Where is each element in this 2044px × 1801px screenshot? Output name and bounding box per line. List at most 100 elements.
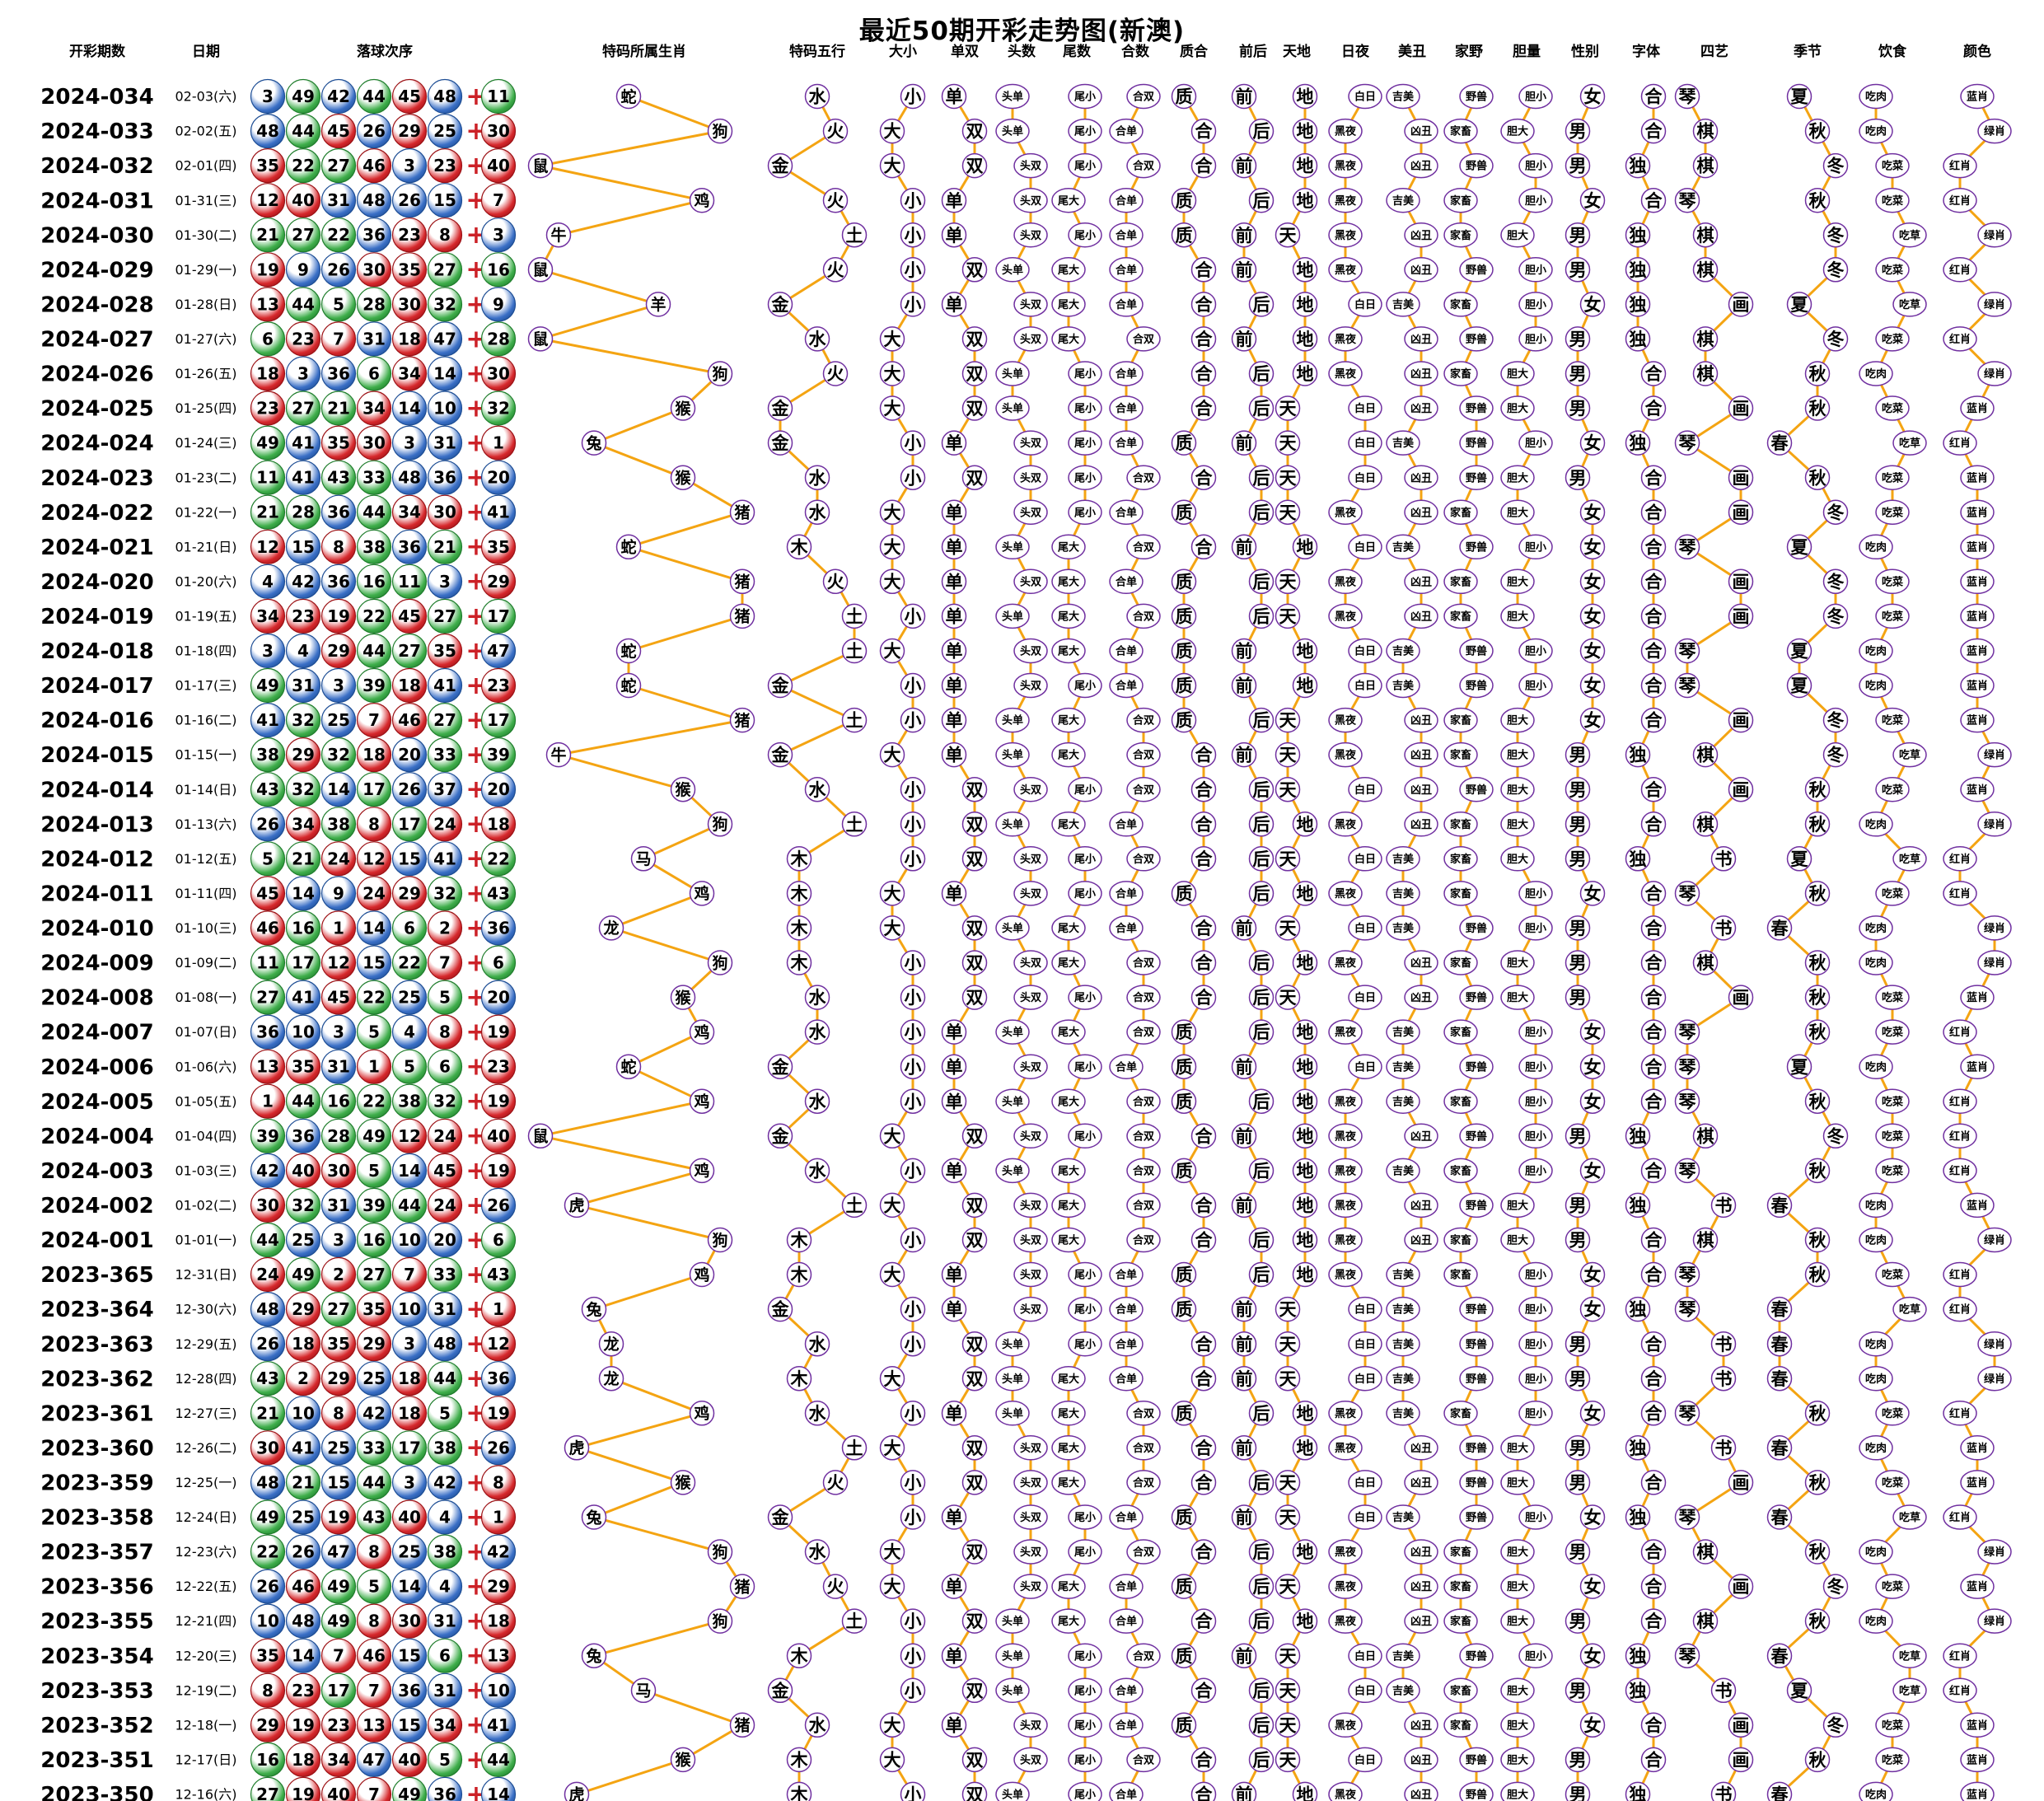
svg-text:红肖: 红肖 (1949, 160, 1971, 173)
ball-number: 39 (362, 1195, 386, 1215)
svg-text:质: 质 (1176, 1057, 1193, 1077)
svg-text:凶丑: 凶丑 (1410, 161, 1432, 173)
ball-number: 44 (292, 294, 315, 314)
ball (356, 114, 392, 149)
ball (356, 252, 392, 288)
svg-text:尾小: 尾小 (1074, 91, 1096, 104)
ball-number: 24 (327, 849, 350, 868)
header-tiandi: 天地 (1283, 44, 1311, 60)
svg-text:合单: 合单 (1116, 367, 1137, 381)
ball-number: 36 (433, 468, 456, 488)
trend-marker-jiaye (1459, 257, 1494, 283)
svg-text:猪: 猪 (733, 608, 750, 626)
svg-text:双: 双 (966, 849, 984, 869)
svg-text:单: 单 (946, 711, 963, 731)
svg-text:土: 土 (846, 711, 863, 731)
svg-text:木: 木 (790, 1369, 809, 1389)
svg-text:地: 地 (1297, 330, 1314, 349)
svg-text:黑夜: 黑夜 (1335, 1719, 1357, 1732)
ball (285, 252, 321, 288)
ball-number: 18 (398, 676, 421, 695)
svg-text:小: 小 (905, 1300, 922, 1320)
row-date: 01-10(三) (175, 920, 237, 936)
svg-text:绿肖: 绿肖 (1984, 1546, 2005, 1559)
svg-text:家畜: 家畜 (1450, 367, 1471, 381)
svg-text:单: 单 (946, 537, 963, 557)
ball-number: 29 (398, 883, 421, 903)
svg-text:前: 前 (1236, 1057, 1253, 1077)
svg-text:小: 小 (905, 226, 922, 246)
trend-marker-shengxiao (645, 292, 671, 317)
svg-text:双: 双 (966, 1750, 984, 1770)
svg-text:吉美: 吉美 (1392, 1511, 1415, 1524)
header-danshuang: 单双 (951, 44, 979, 60)
row-date: 01-18(四) (175, 643, 237, 659)
row-date: 01-17(三) (175, 678, 237, 694)
ball-number: 42 (292, 572, 315, 592)
trend-marker-weishu (1068, 222, 1102, 248)
svg-text:女: 女 (1584, 1715, 1602, 1735)
svg-text:胆小: 胆小 (1525, 646, 1546, 658)
svg-text:头双: 头双 (1020, 1199, 1041, 1212)
svg-text:合: 合 (1645, 122, 1663, 142)
ball-number: 41 (292, 433, 315, 453)
trend-marker-siyi (1728, 395, 1754, 421)
ball-number: 30 (433, 503, 456, 522)
svg-text:凶丑: 凶丑 (1410, 819, 1432, 831)
trend-marker-daxiao (900, 187, 926, 213)
svg-text:鼠: 鼠 (532, 260, 548, 279)
svg-text:合: 合 (1195, 1473, 1214, 1493)
svg-text:春: 春 (1771, 919, 1789, 938)
row-period: 2024-026 (40, 363, 153, 387)
ball-number: 36 (398, 537, 421, 557)
ball (250, 148, 286, 184)
svg-text:棋: 棋 (1697, 122, 1714, 142)
svg-text:水: 水 (809, 1715, 827, 1735)
svg-text:合: 合 (1195, 1438, 1214, 1458)
svg-text:琴: 琴 (1679, 191, 1697, 211)
ball-number: 18 (398, 1368, 421, 1388)
ball-number: 3 (262, 87, 274, 106)
ball-number: 36 (362, 225, 386, 245)
ball-number: 13 (362, 1715, 386, 1735)
svg-text:水: 水 (809, 1161, 827, 1181)
svg-text:白日: 白日 (1354, 540, 1376, 554)
ball-number: 36 (292, 1126, 315, 1146)
ball (320, 287, 357, 322)
ball (285, 148, 321, 184)
svg-text:天: 天 (1279, 503, 1298, 522)
special-ball-number: 14 (487, 1785, 510, 1801)
svg-text:秋: 秋 (1809, 399, 1827, 419)
ball-number: 23 (292, 329, 315, 349)
ball-number: 3 (297, 364, 309, 384)
special-ball-number: 18 (487, 1612, 510, 1631)
svg-text:木: 木 (790, 884, 809, 904)
ball-number: 49 (327, 1577, 350, 1597)
row-period: 2023-361 (40, 1401, 153, 1426)
svg-text:前: 前 (1236, 330, 1253, 349)
svg-text:凶丑: 凶丑 (1410, 1789, 1432, 1801)
svg-text:红肖: 红肖 (1949, 333, 1971, 346)
svg-text:合双: 合双 (1133, 957, 1154, 970)
ball-number: 43 (256, 779, 279, 799)
trend-marker-wuxing (804, 83, 830, 110)
row-period: 2024-001 (40, 1228, 153, 1253)
ball-number: 15 (327, 1472, 350, 1492)
svg-text:绿肖: 绿肖 (1984, 749, 2005, 762)
svg-text:蓝肖: 蓝肖 (1967, 1580, 1988, 1593)
row-period: 2023-358 (40, 1506, 153, 1531)
svg-text:头单: 头单 (1002, 1373, 1023, 1386)
svg-text:男: 男 (1569, 1231, 1587, 1251)
svg-text:吉美: 吉美 (1392, 1338, 1415, 1351)
svg-text:小: 小 (905, 87, 922, 107)
svg-text:女: 女 (1584, 87, 1602, 107)
trend-marker-yinshi (1875, 257, 1910, 283)
trend-marker-weishu (1068, 118, 1102, 144)
svg-text:鼠: 鼠 (532, 157, 548, 175)
svg-text:冬: 冬 (1827, 330, 1845, 349)
svg-text:前: 前 (1236, 1646, 1253, 1666)
trend-marker-danshuang (961, 152, 988, 179)
svg-text:蓝肖: 蓝肖 (1967, 402, 1988, 415)
ball-number: 21 (292, 849, 315, 868)
svg-text:春: 春 (1771, 1438, 1789, 1458)
